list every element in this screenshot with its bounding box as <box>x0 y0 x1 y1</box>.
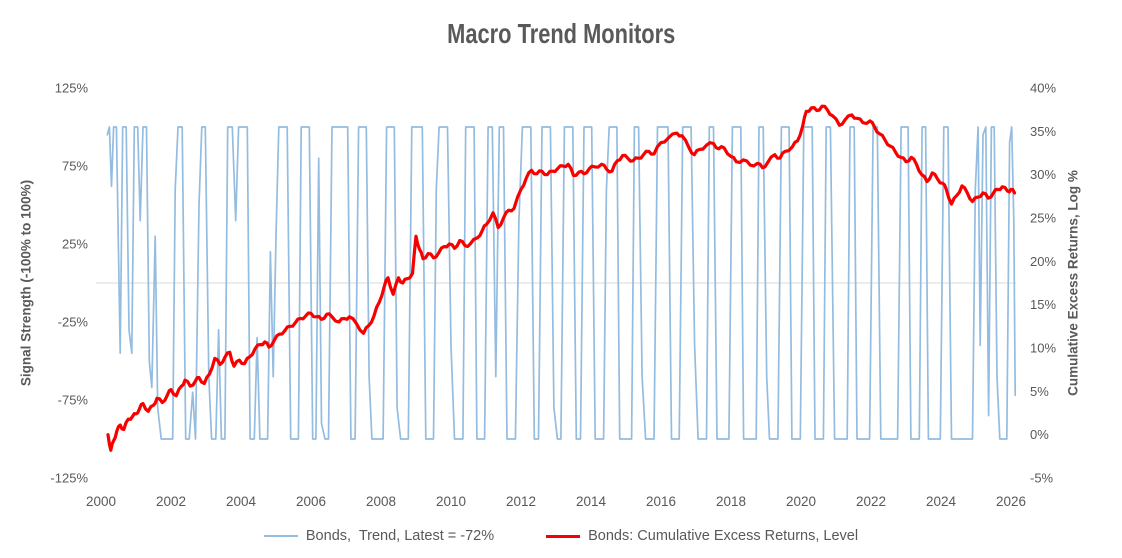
y-left-tick-label: 75% <box>62 159 88 174</box>
y-right-tick-label: 5% <box>1030 384 1049 399</box>
bonds-trend-signal-line <box>106 126 1017 440</box>
returns-legend-label: Bonds: Cumulative Excess Returns, Level <box>588 528 859 544</box>
y-right-tick-label: 40% <box>1030 81 1056 96</box>
bonds-cumulative-returns-line <box>106 104 1017 452</box>
x-tick-label: 2018 <box>716 494 746 509</box>
x-tick-label: 2002 <box>156 494 186 509</box>
left-axis-title: Signal Strength (-100% to 100%) <box>18 179 34 387</box>
y-right-tick-label: 15% <box>1030 297 1056 312</box>
y-left-tick-label: 125% <box>55 81 89 96</box>
x-tick-label: 2014 <box>576 494 607 509</box>
y-right-tick-label: 35% <box>1030 124 1056 139</box>
y-right-tick-label: 10% <box>1030 341 1056 356</box>
legend-item-returns: Bonds: Cumulative Excess Returns, Level <box>546 528 858 544</box>
y-left-tick-label: -25% <box>58 315 89 330</box>
returns-legend-line-swatch <box>546 534 581 538</box>
y-left-tick-label: -125% <box>50 471 88 486</box>
trend-legend-label: Bonds, Trend, Latest = -72% <box>305 528 495 544</box>
x-tick-label: 2004 <box>226 494 257 509</box>
chart-legend: Bonds, Trend, Latest = -72% Bonds: Cumul… <box>0 528 1122 544</box>
y-right-tick-label: 20% <box>1030 254 1056 269</box>
y-right-tick-label: 25% <box>1030 211 1056 226</box>
y-right-tick-label: 0% <box>1030 427 1049 442</box>
right-axis-title: Cumulative Excess Returns, Log % <box>1065 170 1081 396</box>
x-tick-label: 2000 <box>86 494 116 509</box>
x-tick-label: 2020 <box>786 494 816 509</box>
trend-legend-line-swatch <box>263 535 298 537</box>
x-tick-label: 2008 <box>366 494 396 509</box>
x-tick-label: 2012 <box>506 494 536 509</box>
x-tick-label: 2022 <box>856 494 886 509</box>
x-tick-label: 2026 <box>996 494 1026 509</box>
chart-title: Macro Trend Monitors <box>0 18 1122 50</box>
x-tick-label: 2006 <box>296 494 326 509</box>
x-tick-label: 2024 <box>926 494 957 509</box>
y-right-tick-label: 30% <box>1030 167 1056 182</box>
y-left-tick-label: 25% <box>62 237 88 252</box>
legend-item-trend: Bonds, Trend, Latest = -72% <box>263 528 495 544</box>
x-tick-label: 2016 <box>646 494 676 509</box>
y-left-tick-label: -75% <box>58 393 89 408</box>
y-right-tick-label: -5% <box>1030 471 1054 486</box>
chart-title-text: Macro Trend Monitors <box>446 18 676 49</box>
x-tick-label: 2010 <box>436 494 466 509</box>
